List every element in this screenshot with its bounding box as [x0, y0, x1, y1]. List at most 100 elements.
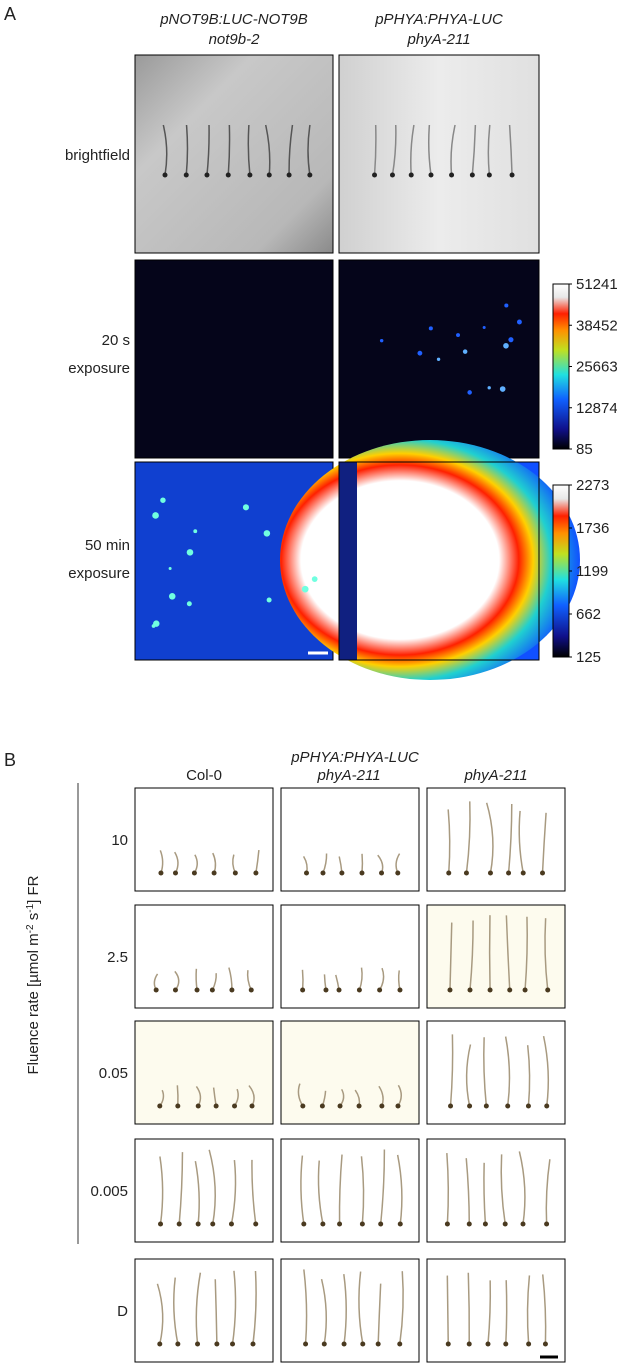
seedling-head — [248, 987, 254, 993]
column-header: pNOT9B:LUC-NOT9B — [159, 11, 308, 28]
seedling-head — [467, 1103, 473, 1109]
seed — [247, 172, 253, 178]
signal-spot — [263, 530, 271, 537]
seedling — [391, 124, 397, 176]
seedling — [541, 812, 547, 874]
seedling-head — [397, 987, 403, 993]
seedling-head — [466, 1341, 472, 1347]
seed — [449, 172, 455, 178]
colorbar-tick-label: 125 — [576, 649, 601, 666]
seedling-head — [542, 1341, 548, 1347]
seedling-head — [395, 870, 401, 876]
seedling — [541, 1274, 547, 1345]
signal-spot — [168, 566, 172, 571]
signal-spot — [160, 497, 166, 503]
colorbar-tick-label: 662 — [576, 606, 601, 623]
image-edge — [339, 462, 357, 660]
signal-spot — [428, 326, 433, 331]
colorbar-tick-label: 2273 — [576, 477, 609, 494]
seedling-head — [377, 987, 383, 993]
seedling — [373, 124, 377, 176]
seedling-head — [175, 1103, 181, 1109]
seedling — [485, 802, 494, 874]
seedling-head — [378, 1221, 384, 1227]
signal-spot — [503, 342, 509, 349]
row-label: 0.05 — [99, 1065, 128, 1082]
seedling-head — [211, 870, 217, 876]
signal-spot — [152, 512, 159, 519]
seedling — [227, 124, 231, 176]
seed — [266, 172, 272, 178]
seedling — [465, 1158, 471, 1225]
seedling-head — [487, 987, 493, 993]
seed — [372, 172, 378, 178]
row-label: 0.005 — [90, 1183, 128, 1200]
seedling — [447, 809, 451, 874]
seedling — [508, 124, 513, 176]
seed — [183, 172, 189, 178]
seedling-grid — [134, 787, 566, 1363]
row-label: 10 — [111, 832, 128, 849]
seed — [162, 172, 168, 178]
row-label: exposure — [68, 565, 130, 582]
seedling — [300, 1155, 305, 1225]
seedling — [301, 969, 304, 991]
colorbar-tick-label: 38452 — [576, 317, 617, 334]
seedling — [317, 1160, 324, 1225]
seedling-image — [280, 787, 420, 892]
column-header: phyA-211 — [406, 31, 470, 48]
seedling-head — [157, 1341, 163, 1347]
seedling-head — [503, 1341, 509, 1347]
signal-spot — [168, 593, 176, 600]
y-axis-label-part: -2 — [25, 924, 36, 933]
seedling-head — [397, 1341, 403, 1347]
panel-label: B — [4, 750, 16, 770]
y-axis-label-part: ] FR — [25, 875, 42, 903]
seedling — [358, 1271, 364, 1345]
seedling-head — [210, 1221, 216, 1227]
seedling — [518, 1151, 526, 1225]
signal-spot — [266, 597, 272, 603]
row-label: 20 s — [102, 332, 130, 349]
signal-spot — [417, 350, 423, 356]
seedling-head — [379, 1103, 385, 1109]
seedling-head — [447, 987, 453, 993]
seedling-head — [213, 1103, 219, 1109]
seedling — [526, 1045, 531, 1107]
signal-spot — [462, 349, 468, 354]
seedling-head — [446, 870, 452, 876]
row-label: exposure — [68, 360, 130, 377]
seedling-head — [356, 1103, 362, 1109]
seedling-head — [397, 1221, 403, 1227]
seedling — [214, 1279, 218, 1345]
seedling-head — [157, 1103, 163, 1109]
seedling — [410, 124, 415, 176]
seedling — [544, 918, 549, 991]
seedling-image — [280, 1258, 420, 1363]
seedling-head — [545, 987, 551, 993]
seed — [204, 172, 210, 178]
seedling — [343, 1274, 347, 1345]
seedling — [303, 1269, 308, 1345]
seedling-image — [426, 904, 566, 1009]
seedling-head — [505, 1103, 511, 1109]
seedling-head — [379, 870, 385, 876]
seedling-head — [249, 1103, 255, 1109]
seedling-head — [323, 987, 329, 993]
signal-spot — [508, 337, 514, 343]
seedling-head — [232, 870, 238, 876]
seed — [428, 172, 434, 178]
seedling-head — [195, 1341, 201, 1347]
row-label: 50 min — [85, 537, 130, 554]
seedling-head — [337, 1103, 343, 1109]
seedling-head — [176, 1221, 182, 1227]
seedling-head — [444, 1221, 450, 1227]
seedling-head — [525, 1103, 531, 1109]
seedling — [446, 1275, 449, 1345]
seedling — [545, 1159, 551, 1225]
seedling-head — [544, 1103, 550, 1109]
seedling-head — [300, 987, 306, 993]
seedling-image — [134, 787, 274, 892]
seedling-head — [209, 987, 215, 993]
